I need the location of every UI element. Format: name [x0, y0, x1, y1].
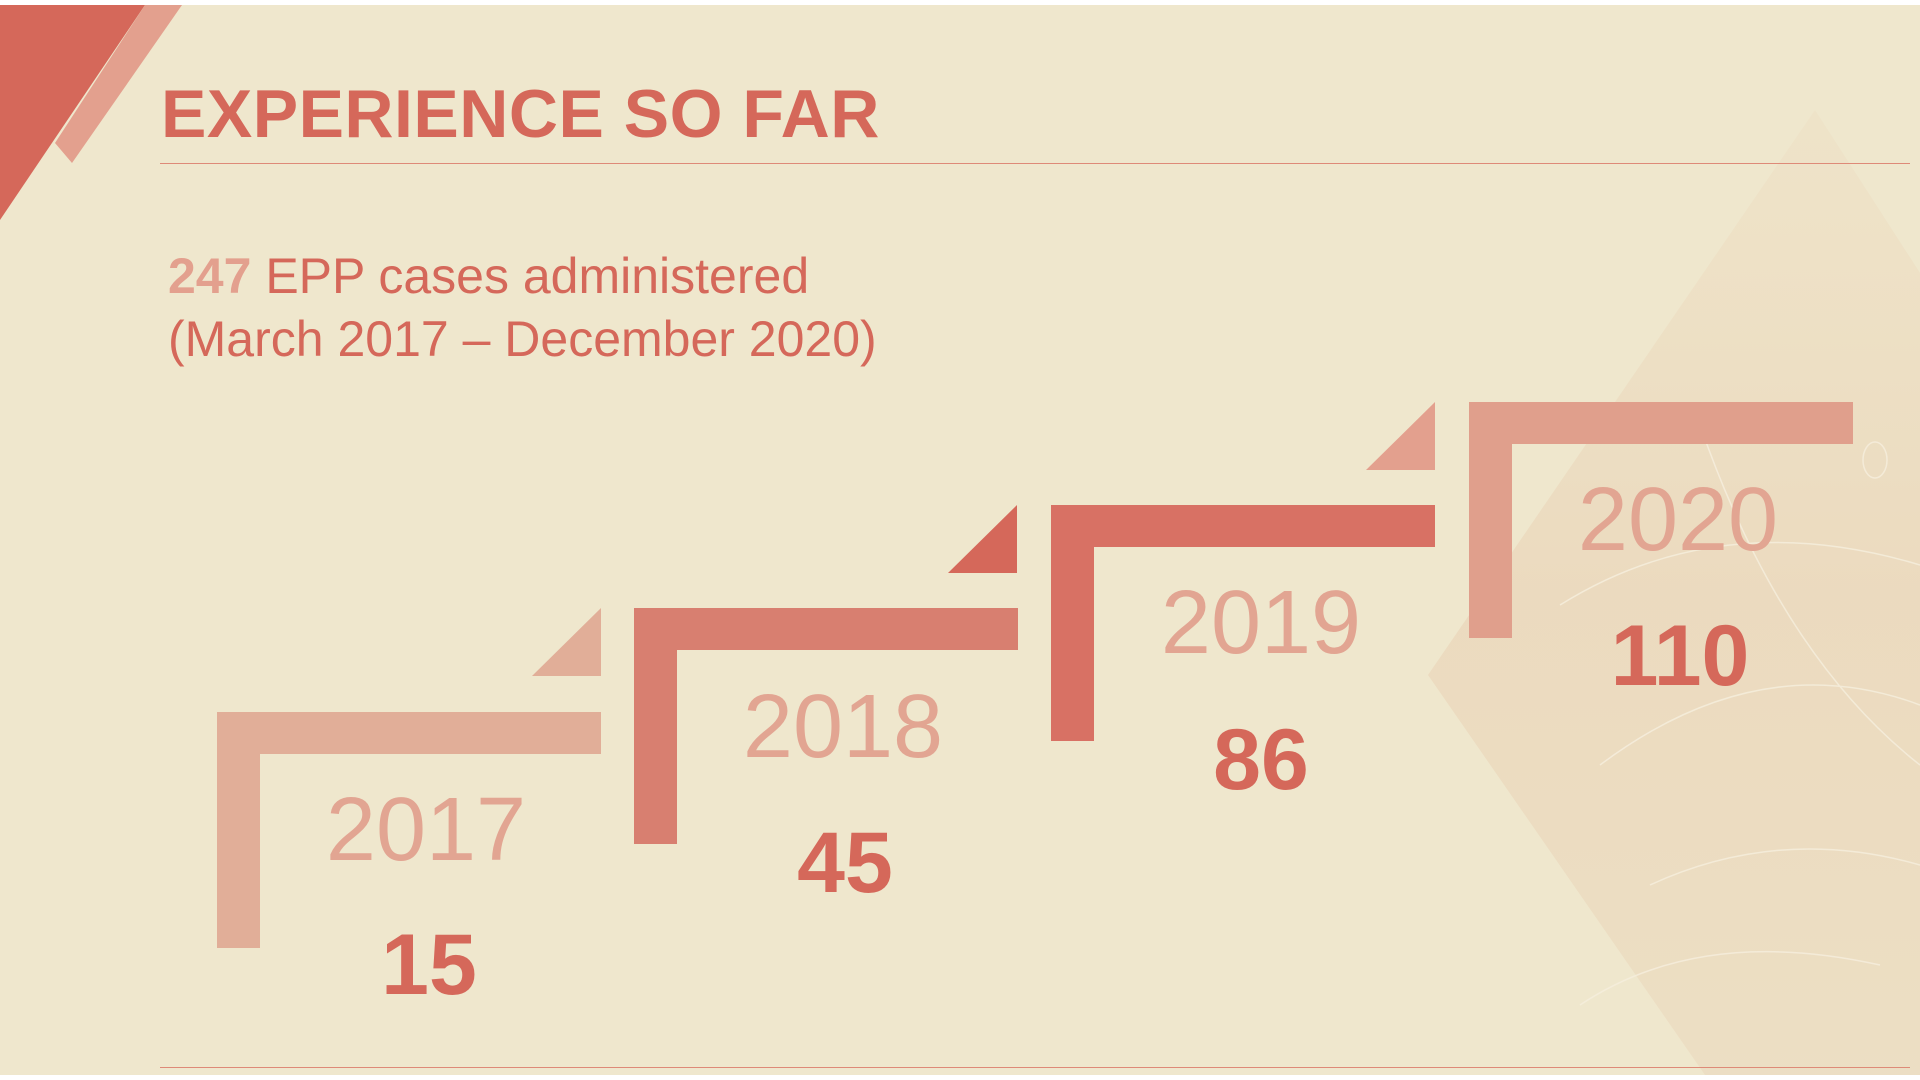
step-bracket-top-2020 — [1469, 402, 1853, 444]
total-cases-count: 247 — [168, 248, 252, 304]
step-year-2019: 2019 — [1160, 573, 1362, 673]
step-bracket-top-2019 — [1051, 505, 1435, 547]
bottom-divider — [160, 1067, 1910, 1068]
step-count-2018: 45 — [797, 815, 893, 911]
background-texture-lines — [1559, 424, 1920, 1006]
step-marker-2019 — [1366, 402, 1435, 470]
summary-line1-text: EPP cases administered — [251, 248, 810, 304]
step-bracket-top-2017 — [217, 712, 601, 754]
step-marker-2017 — [532, 608, 601, 676]
step-year-2018: 2018 — [742, 677, 944, 777]
step-bracket-side-2020 — [1469, 402, 1512, 638]
step-bracket-side-2018 — [634, 608, 677, 844]
summary-date-range: (March 2017 – December 2020) — [168, 311, 877, 367]
step-bracket-side-2019 — [1051, 505, 1094, 741]
step-bracket-side-2017 — [217, 712, 260, 948]
step-count-2019: 86 — [1213, 712, 1309, 808]
step-count-2017: 15 — [381, 917, 477, 1013]
corner-accent-light — [55, 5, 182, 163]
page-title: EXPERIENCE SO FAR — [161, 76, 880, 152]
slide-decorations — [0, 5, 1920, 1075]
summary-text: 247 EPP cases administered (March 2017 – … — [168, 245, 877, 371]
slide: EXPERIENCE SO FAR 247 EPP cases administ… — [0, 5, 1920, 1075]
corner-accent-dark — [0, 5, 145, 220]
step-year-2017: 2017 — [325, 780, 527, 880]
background-diamond-shape — [1428, 110, 1920, 1075]
title-divider — [160, 163, 1910, 164]
step-bracket-top-2018 — [634, 608, 1018, 650]
step-count-2020: 110 — [1610, 608, 1750, 704]
step-marker-2018 — [948, 505, 1017, 573]
step-year-2020: 2020 — [1577, 470, 1779, 570]
